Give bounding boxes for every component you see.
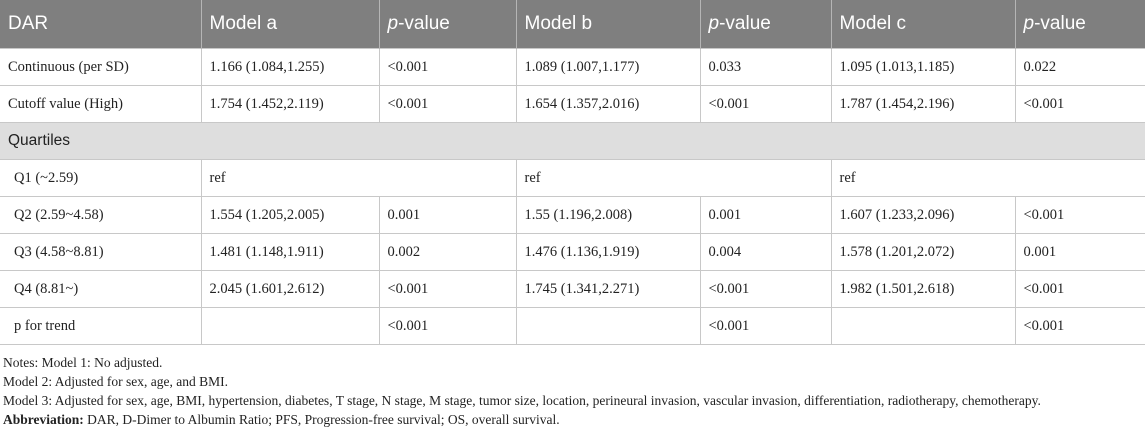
table-cell: 0.002: [378, 233, 517, 271]
table-cell: <0.001: [378, 270, 517, 308]
header-text: Model c: [839, 13, 907, 34]
section-row-quartiles: Quartiles: [0, 122, 1145, 160]
table-cell: 1.607 (1.233,2.096): [830, 196, 1016, 234]
table-cell: 1.095 (1.013,1.185): [830, 48, 1016, 86]
section-label: Quartiles: [0, 122, 1145, 160]
table-cell: 1.55 (1.196,2.008): [515, 196, 701, 234]
table-cell: 1.745 (1.341,2.271): [515, 270, 701, 308]
header-dar: DAR: [0, 0, 202, 49]
table-row: Continuous (per SD) 1.166 (1.084,1.255) …: [0, 48, 1145, 86]
table-row: Cutoff value (High) 1.754 (1.452,2.119) …: [0, 85, 1145, 123]
abbreviation-text: DAR, D-Dimer to Albumin Ratio; PFS, Prog…: [83, 412, 560, 427]
table-cell: <0.001: [699, 307, 832, 345]
table-cell: 1.982 (1.501,2.618): [830, 270, 1016, 308]
table-notes: Notes: Model 1: No adjusted. Model 2: Ad…: [0, 353, 1145, 429]
note-line: Model 2: Adjusted for sex, age, and BMI.: [3, 374, 228, 389]
results-table: DAR Model a p-value Model b p-value Mode…: [0, 0, 1145, 345]
header-model-c: Model c: [831, 0, 1016, 49]
table-row: Q1 (~2.59) ref ref ref: [0, 159, 1145, 197]
abbreviation-label: Abbreviation:: [3, 412, 84, 427]
header-text: -value: [398, 13, 450, 34]
row-label: Continuous (per SD): [0, 48, 202, 86]
table-cell: [830, 307, 1016, 345]
table-cell: <0.001: [1014, 196, 1145, 234]
table-cell: 0.001: [1014, 233, 1145, 271]
table-cell: 0.001: [699, 196, 832, 234]
table-cell: 1.654 (1.357,2.016): [515, 85, 701, 123]
table-cell: 0.022: [1014, 48, 1145, 86]
table-row: Q2 (2.59~4.58) 1.554 (1.205,2.005) 0.001…: [0, 196, 1145, 234]
header-p-value-b: p-value: [700, 0, 832, 49]
table-cell: <0.001: [1014, 270, 1145, 308]
header-row: DAR Model a p-value Model b p-value Mode…: [0, 0, 1145, 49]
header-text: -value: [1034, 13, 1086, 34]
table-cell: <0.001: [378, 85, 517, 123]
table-cell: 1.166 (1.084,1.255): [200, 48, 380, 86]
header-model-b: Model b: [516, 0, 701, 49]
table-row-trend: p for trend <0.001 <0.001 <0.001: [0, 307, 1145, 345]
table-cell: 1.754 (1.452,2.119): [200, 85, 380, 123]
table-cell: 1.481 (1.148,1.911): [200, 233, 380, 271]
table-cell: 0.001: [378, 196, 517, 234]
header-p-value-c: p-value: [1015, 0, 1145, 49]
row-label: Q2 (2.59~4.58): [0, 196, 202, 234]
table-cell: <0.001: [1014, 307, 1145, 345]
row-label: Q3 (4.58~8.81): [0, 233, 202, 271]
table-cell: 1.578 (1.201,2.072): [830, 233, 1016, 271]
header-p-italic: p: [387, 13, 399, 34]
table-cell: [200, 307, 380, 345]
table-cell: 1.476 (1.136,1.919): [515, 233, 701, 271]
table-cell: 0.033: [699, 48, 832, 86]
header-text: Model b: [524, 13, 593, 34]
table-cell: <0.001: [1014, 85, 1145, 123]
ref-cell: ref: [830, 159, 1145, 197]
table-cell: 1.089 (1.007,1.177): [515, 48, 701, 86]
table-cell: <0.001: [699, 85, 832, 123]
table-cell: [515, 307, 701, 345]
header-p-italic: p: [708, 13, 720, 34]
table-cell: 1.554 (1.205,2.005): [200, 196, 380, 234]
table-cell: 1.787 (1.454,2.196): [830, 85, 1016, 123]
header-model-a: Model a: [201, 0, 380, 49]
header-text: Model a: [209, 13, 278, 34]
row-label: Q4 (8.81~): [0, 270, 202, 308]
table-cell: 2.045 (1.601,2.612): [200, 270, 380, 308]
row-label: p for trend: [0, 307, 202, 345]
table-cell: <0.001: [378, 307, 517, 345]
row-label: Q1 (~2.59): [0, 159, 202, 197]
table-header: DAR Model a p-value Model b p-value Mode…: [0, 0, 1145, 49]
table-row: Q3 (4.58~8.81) 1.481 (1.148,1.911) 0.002…: [0, 233, 1145, 271]
header-p-value-a: p-value: [379, 0, 517, 49]
ref-cell: ref: [200, 159, 517, 197]
table-body: Continuous (per SD) 1.166 (1.084,1.255) …: [0, 48, 1145, 345]
note-line: Model 3: Adjusted for sex, age, BMI, hyp…: [3, 393, 1041, 408]
header-text: -value: [719, 13, 771, 34]
table-cell: <0.001: [699, 270, 832, 308]
table-row: Q4 (8.81~) 2.045 (1.601,2.612) <0.001 1.…: [0, 270, 1145, 308]
abbreviation-line: Abbreviation: DAR, D-Dimer to Albumin Ra…: [3, 410, 1145, 429]
table-cell: <0.001: [378, 48, 517, 86]
ref-cell: ref: [515, 159, 832, 197]
header-p-italic: p: [1023, 13, 1035, 34]
table-cell: 0.004: [699, 233, 832, 271]
note-line: Notes: Model 1: No adjusted.: [3, 355, 163, 370]
row-label: Cutoff value (High): [0, 85, 202, 123]
header-text: DAR: [8, 13, 49, 34]
